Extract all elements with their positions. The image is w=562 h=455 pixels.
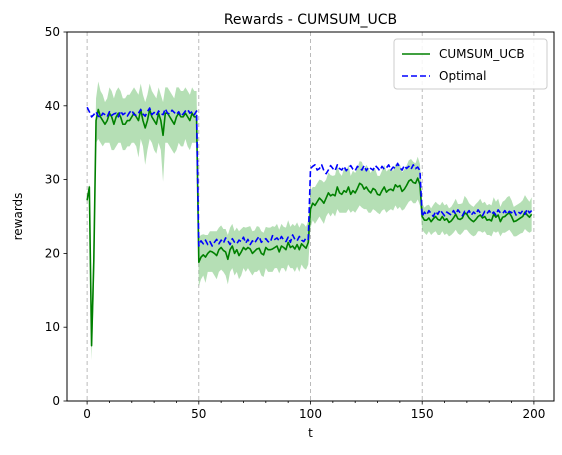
y-axis-ticks: 0 10 20 30 40 50 (45, 25, 67, 408)
chart-title: Rewards - CUMSUM_UCB (224, 12, 397, 28)
y-tick-label: 20 (45, 246, 60, 260)
x-axis-ticks: 0 50 100 150 200 (83, 401, 545, 421)
y-tick-label: 10 (45, 320, 60, 334)
y-tick-label: 50 (45, 25, 60, 39)
y-axis-label: rewards (11, 193, 25, 241)
legend-label: CUMSUM_UCB (439, 47, 525, 61)
legend: CUMSUM_UCB Optimal (394, 39, 547, 89)
x-tick-label: 100 (299, 407, 322, 421)
legend-label: Optimal (439, 69, 486, 83)
x-tick-label: 0 (83, 407, 91, 421)
x-tick-label: 50 (191, 407, 206, 421)
x-tick-label: 200 (522, 407, 545, 421)
x-tick-label: 150 (411, 407, 434, 421)
y-tick-label: 30 (45, 173, 60, 187)
y-tick-label: 0 (52, 394, 60, 408)
y-tick-label: 40 (45, 99, 60, 113)
x-axis-label: t (308, 426, 313, 440)
